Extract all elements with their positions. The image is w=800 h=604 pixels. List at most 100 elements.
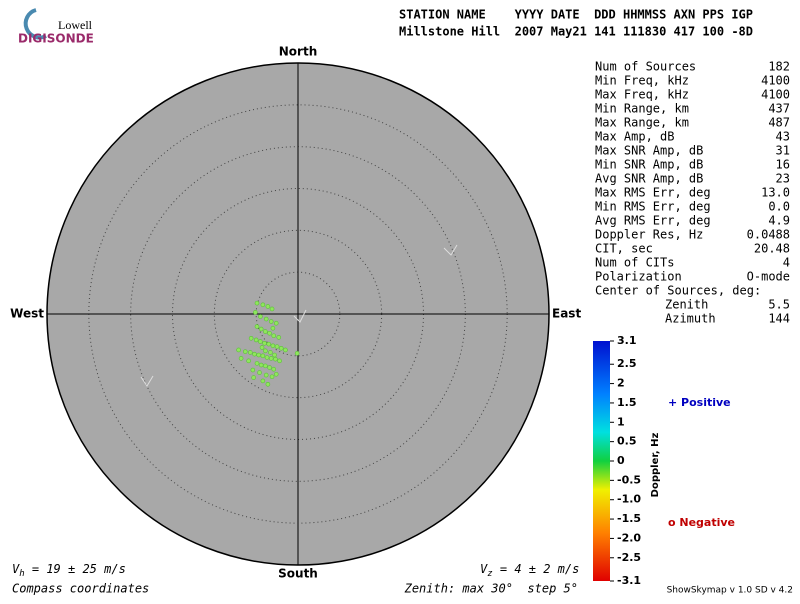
source-point <box>270 343 276 349</box>
source-point <box>238 356 244 361</box>
logo-bottom: DIGISONDE <box>18 32 94 46</box>
stat-label: Max RMS Err, deg <box>595 186 711 200</box>
stat-value: 182 <box>768 60 790 74</box>
colorbar-tick-label: -1.5 <box>617 512 641 525</box>
logo-top: Lowell <box>58 18 93 32</box>
colorbar-tick-label: 0 <box>617 454 625 467</box>
colorbar <box>593 341 610 581</box>
stat-value: 4100 <box>761 74 790 88</box>
zenith-note: Zenith: max 30° step 5° <box>404 582 578 596</box>
source-point <box>273 320 279 326</box>
stat-label: Zenith <box>665 298 708 312</box>
stat-label: Max Amp, dB <box>595 130 674 144</box>
stat-label: Max Freq, kHz <box>595 88 689 102</box>
source-point <box>264 355 270 360</box>
stat-label: Min RMS Err, deg <box>595 200 711 214</box>
stat-value: O-mode <box>747 270 790 284</box>
source-point <box>260 378 266 384</box>
stat-value: 31 <box>776 144 790 158</box>
source-point <box>257 370 262 375</box>
stat-label: Avg SNR Amp, dB <box>595 172 703 186</box>
stat-label: Num of CITs <box>595 256 674 270</box>
colorbar-tick-label: -2.5 <box>617 551 641 564</box>
velocity-markers <box>140 244 458 387</box>
header-line: Millstone Hill 2007 May21 141 111830 417… <box>399 25 753 39</box>
source-point <box>263 329 268 334</box>
source-point <box>253 337 259 343</box>
coords-note: Compass coordinates <box>12 582 149 596</box>
source-point <box>274 344 280 349</box>
stat-value: 4 <box>783 256 790 270</box>
stat-label: Avg RMS Err, deg <box>595 214 711 228</box>
source-point <box>260 302 266 308</box>
source-point <box>277 358 282 364</box>
stat-value: 4100 <box>761 88 790 102</box>
source-point <box>266 341 272 347</box>
source-point <box>258 339 263 344</box>
stat-label: Center of Sources, deg: <box>595 284 761 298</box>
source-point <box>254 361 260 366</box>
source-point <box>294 351 300 356</box>
source-point <box>248 350 253 355</box>
source-point <box>273 356 278 362</box>
stat-label: Min SNR Amp, dB <box>595 158 703 172</box>
colorbar-tick-label: 1 <box>617 415 625 428</box>
stat-label: Doppler Res, Hz <box>595 228 703 242</box>
vz: Vz = 4 ± 2 m/s <box>480 562 579 579</box>
source-point <box>242 349 248 354</box>
source-point <box>258 362 264 368</box>
vh: Vh = 19 ± 25 m/s <box>12 562 126 579</box>
stat-label: Max SNR Amp, dB <box>595 144 703 158</box>
colorbar-title: Doppler, Hz <box>650 433 661 498</box>
source-point <box>265 381 271 387</box>
colorbar-tick-label: 2.5 <box>617 357 637 370</box>
stat-value: 487 <box>768 116 790 130</box>
stat-value: 5.5 <box>768 298 790 312</box>
source-point <box>267 330 272 336</box>
source-point <box>273 371 279 377</box>
stat-value: 23 <box>776 172 790 186</box>
source-point <box>268 350 273 355</box>
compass-label: West <box>10 307 44 321</box>
colorbar-tick-label: 2 <box>617 377 625 390</box>
source-point <box>256 352 261 358</box>
source-point <box>236 347 241 353</box>
compass-label: North <box>279 45 317 59</box>
header-line: STATION NAME YYYY DATE DDD HHMMSS AXN PP… <box>399 8 753 22</box>
source-point <box>253 310 258 315</box>
source-point <box>252 351 257 357</box>
source-point <box>248 335 254 341</box>
source-point <box>259 345 265 350</box>
source-point <box>265 304 271 309</box>
stat-value: 144 <box>768 312 790 326</box>
source-point <box>254 300 260 306</box>
source-point <box>268 356 274 361</box>
colorbar-tick-label: 3.1 <box>617 334 637 347</box>
stat-value: 0.0 <box>768 200 790 214</box>
stat-value: 0.0488 <box>747 228 790 242</box>
stat-label: Max Range, km <box>595 116 689 130</box>
source-point <box>270 325 276 331</box>
source-point <box>268 319 274 324</box>
source-point <box>262 340 267 346</box>
source-point <box>263 348 268 354</box>
colorbar-tick-label: -1.0 <box>617 493 641 506</box>
stat-value: 43 <box>776 130 790 144</box>
stat-label: Azimuth <box>665 312 716 326</box>
colorbar-tick-label: -2.0 <box>617 531 641 544</box>
source-point <box>258 314 263 319</box>
stat-label: CIT, sec <box>595 242 653 256</box>
source-point <box>269 306 275 312</box>
compass-label: South <box>278 567 318 581</box>
source-point <box>272 352 277 358</box>
stat-value: 13.0 <box>761 186 790 200</box>
source-point <box>250 367 256 373</box>
source-point <box>269 374 275 380</box>
source-point <box>263 316 269 322</box>
stat-label: Min Range, km <box>595 102 689 116</box>
source-point <box>278 346 284 351</box>
source-point <box>283 347 288 353</box>
colorbar-tick-label: -0.5 <box>617 473 641 486</box>
legend-negative: o Negative <box>668 516 735 529</box>
source-point <box>246 358 251 364</box>
